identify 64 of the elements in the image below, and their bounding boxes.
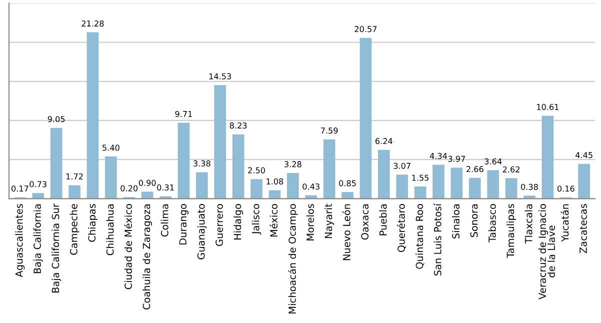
- data-label: 0.38: [521, 184, 538, 190]
- x-tick-label: Chiapas: [88, 204, 98, 242]
- x-tick-label: Jalisco: [252, 204, 262, 235]
- x-tick-label: Puebla: [379, 204, 387, 236]
- data-label: 0.17: [11, 185, 28, 192]
- data-label: 7.59: [320, 127, 338, 134]
- x-tick-label: Chihuahua: [106, 204, 114, 256]
- data-label: 3.28: [284, 161, 302, 168]
- x-tick-label: Sinaloa: [452, 204, 460, 238]
- data-label: 1.08: [266, 178, 284, 184]
- x-tick-label: Guanajuato: [197, 204, 207, 260]
- data-label: 3.38: [194, 160, 210, 166]
- data-label: 9.71: [175, 110, 192, 118]
- data-label: 4.34: [430, 152, 448, 159]
- x-tick-label: Ciudad de México: [124, 204, 132, 290]
- x-tick-label: Nuevo León: [342, 204, 350, 260]
- data-label: 6.24: [375, 138, 392, 144]
- data-label: 2.62: [502, 166, 520, 172]
- data-label: 20.57: [354, 26, 377, 32]
- data-label: 21.28: [82, 20, 104, 27]
- x-tick-label: Baja California: [33, 204, 43, 274]
- data-label: 14.53: [209, 73, 231, 80]
- data-label: 0.85: [339, 180, 356, 186]
- x-tick-label: Quintana Roo: [416, 204, 424, 269]
- x-tick-label: Tlaxcala: [524, 204, 532, 244]
- x-tick-label: Guerrero: [216, 204, 223, 246]
- x-tick-label: Durango: [179, 204, 188, 244]
- x-tick-label: Zacatecas: [580, 204, 587, 254]
- data-label: 0.31: [157, 184, 174, 190]
- x-tick-label: Aguascalientes: [15, 204, 25, 278]
- data-label: 0.73: [30, 181, 46, 188]
- data-label: 3.64: [484, 158, 502, 164]
- data-label: 9.05: [48, 116, 65, 122]
- data-label: 0.20: [120, 185, 138, 192]
- x-tick-label: Tamaulipas: [506, 204, 516, 258]
- x-tick-label: Yucatán: [560, 204, 569, 242]
- x-tick-label: Querétaro: [397, 204, 406, 252]
- x-tick-label: Hidalgo: [234, 204, 244, 240]
- x-tick-label: Tabasco: [488, 204, 496, 242]
- data-label: 3.97: [448, 156, 465, 162]
- data-label: 3.07: [394, 162, 410, 169]
- x-tick-label: Coahuila de Zaragoza: [142, 204, 152, 310]
- x-tick-label: Nayarit: [324, 204, 334, 238]
- data-label: 4.45: [575, 152, 592, 158]
- x-tick-label: Michoacán de Ocampo: [288, 204, 298, 314]
- x-tick-label: México: [270, 204, 278, 236]
- x-tick-label: Colima: [160, 204, 168, 237]
- data-label: 1.55: [412, 174, 429, 181]
- x-tick-label: Oaxaca: [361, 204, 369, 240]
- x-tick-label: Baja California Sur: [52, 204, 62, 293]
- data-label: 8.23: [230, 122, 247, 129]
- x-tick-label: Veracruz de Ignacio de la Llave: [538, 204, 556, 300]
- x-tick-label: San Luis Potosí: [433, 203, 442, 276]
- data-label: 1.72: [66, 173, 83, 180]
- x-tick-label: Sonora: [470, 204, 478, 238]
- x-tick-label: Morelos: [306, 204, 314, 240]
- data-label: 0.16: [557, 186, 574, 192]
- data-label: 5.40: [102, 144, 120, 151]
- data-label: 0.90: [138, 180, 156, 186]
- data-label: 0.43: [302, 183, 320, 190]
- data-label: 2.66: [466, 166, 484, 172]
- data-label: 2.50: [248, 167, 265, 174]
- x-tick-label: Campeche: [70, 204, 80, 255]
- data-label: 10.61: [537, 104, 558, 110]
